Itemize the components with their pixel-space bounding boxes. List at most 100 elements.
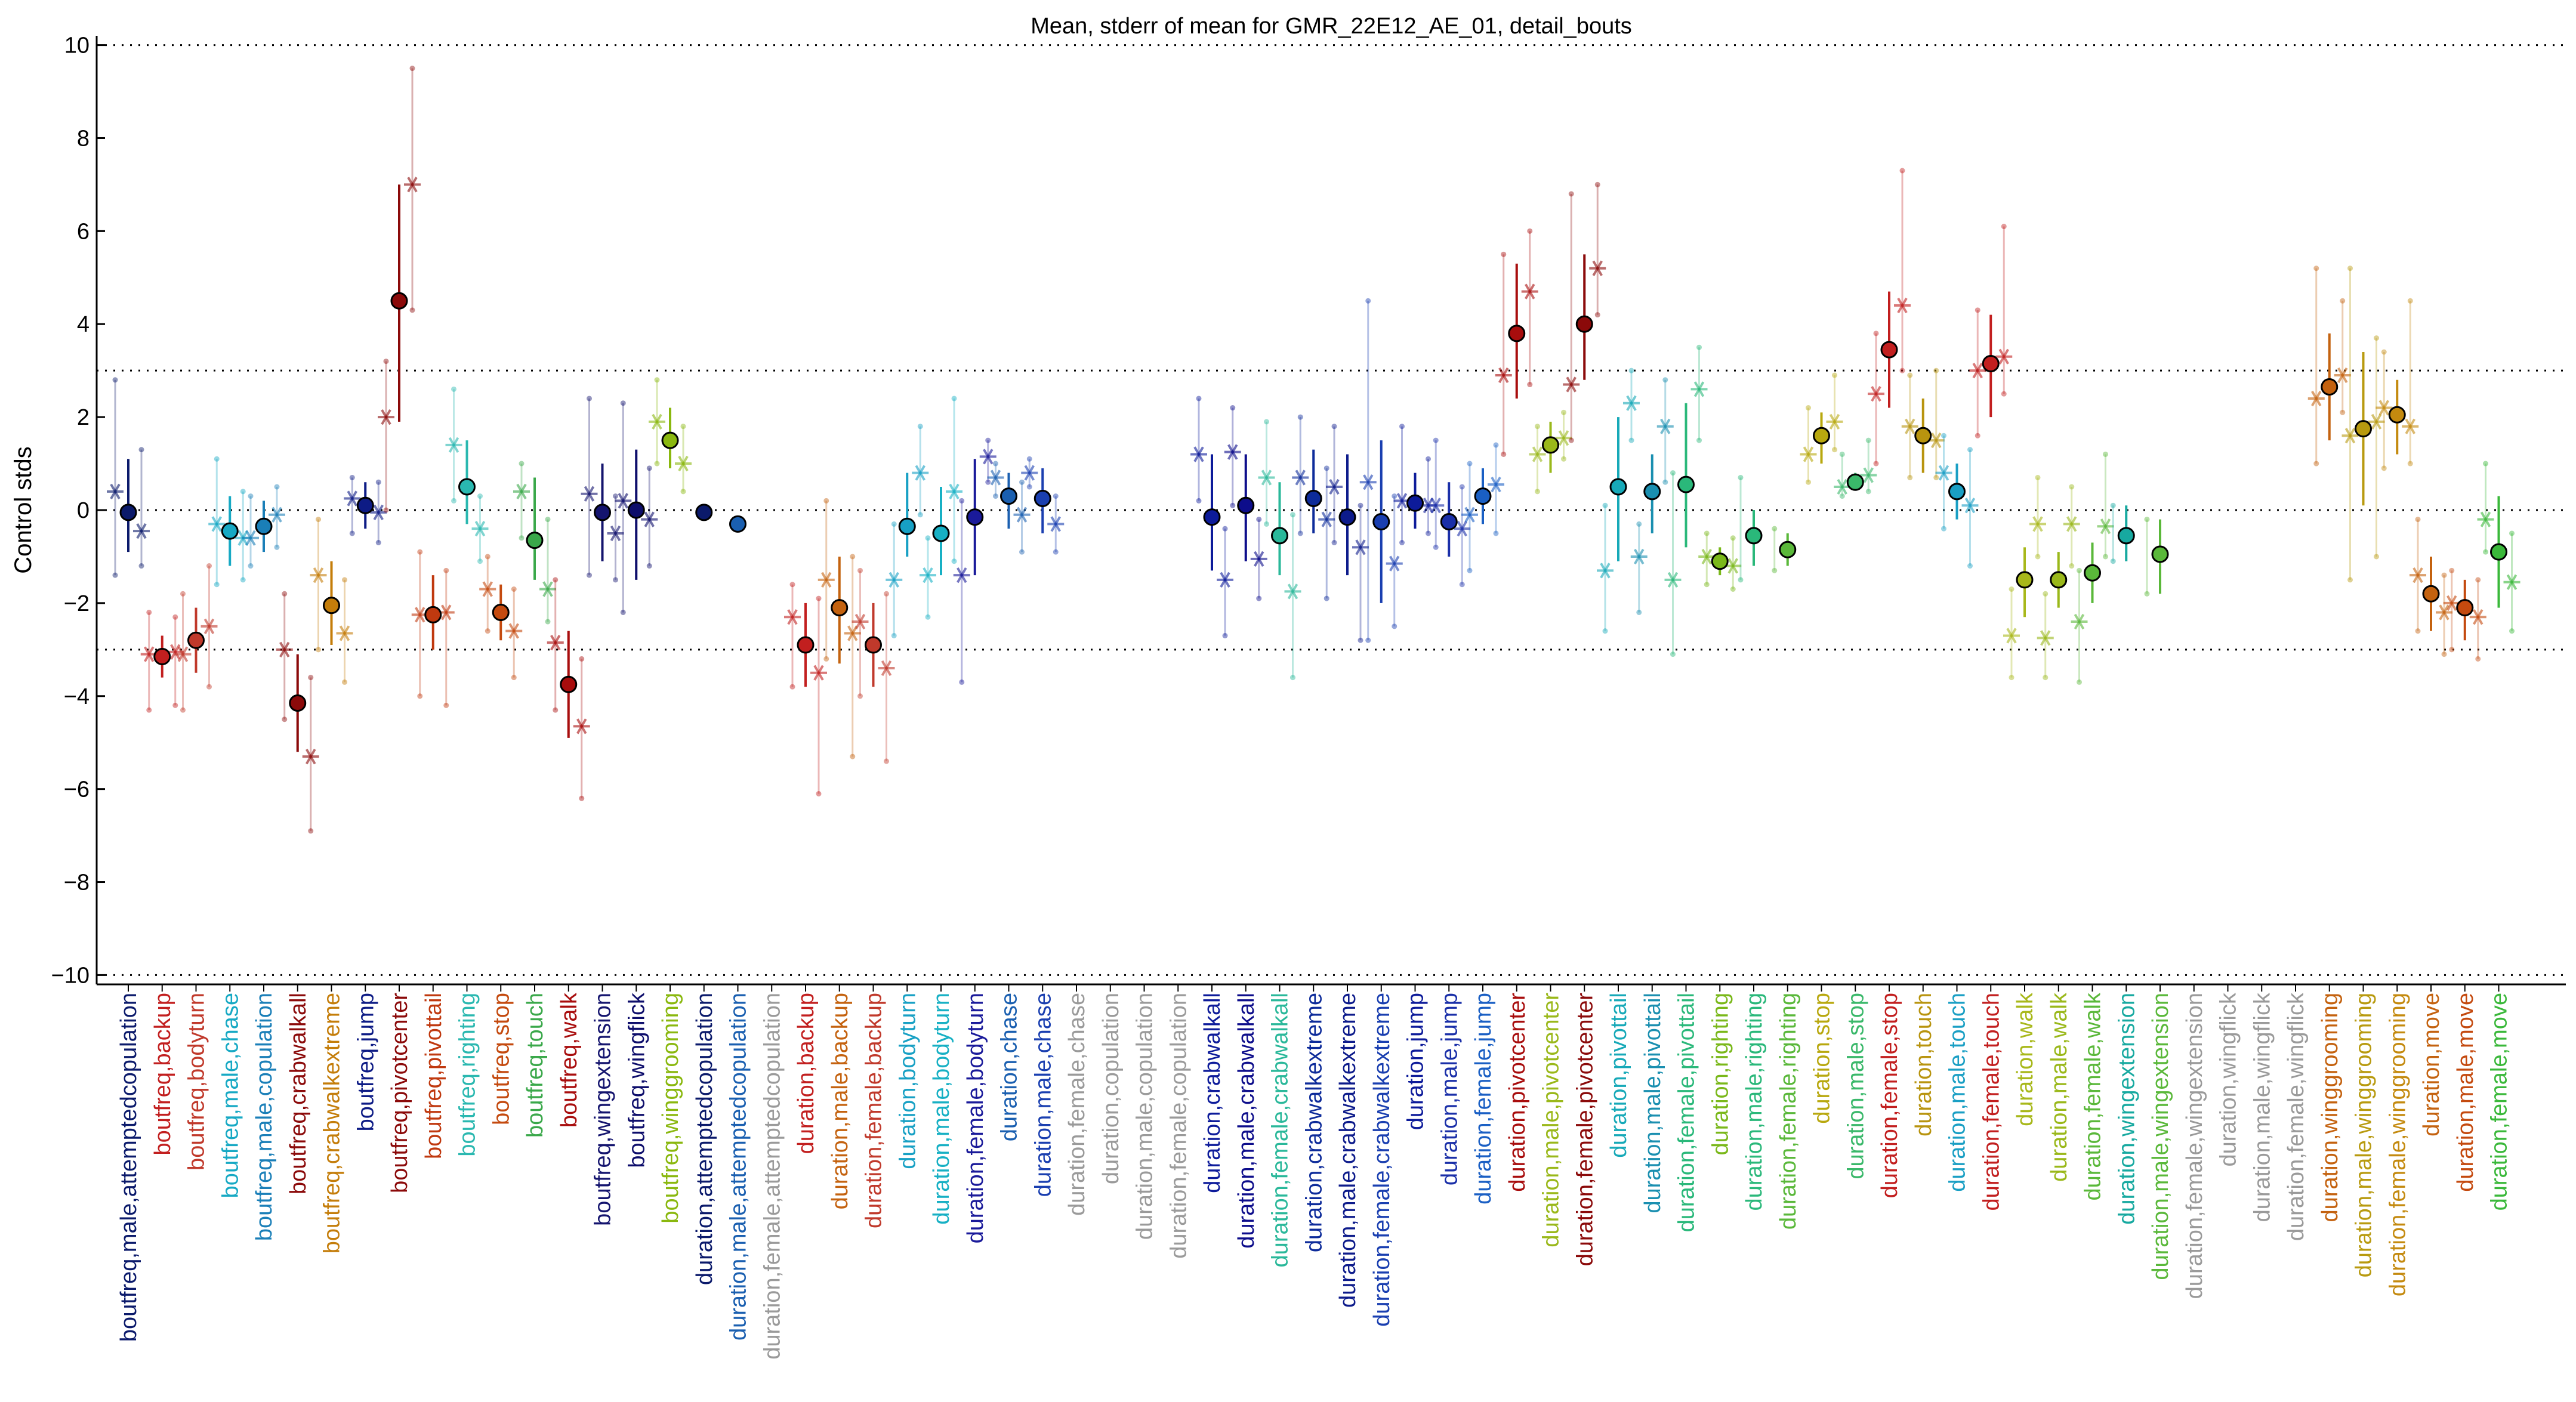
sub-range-right-end bbox=[1967, 447, 1973, 453]
y-tick-label: 2 bbox=[77, 405, 90, 430]
x-tick-label: boutfreq,winggrooming bbox=[658, 993, 683, 1224]
mean-point bbox=[390, 292, 408, 310]
sub-range-right-end bbox=[850, 554, 856, 560]
sub-mean-left-star bbox=[784, 609, 801, 625]
mean-point bbox=[2456, 599, 2474, 617]
sub-mean-left-star bbox=[1258, 470, 1275, 486]
sub-range-right-end bbox=[240, 489, 246, 495]
x-tick-label: duration,female,chase bbox=[1065, 993, 1090, 1216]
sub-range-left-end bbox=[1264, 419, 1269, 425]
sub-mean-left-star bbox=[817, 572, 835, 588]
sub-range-left-end bbox=[383, 359, 389, 365]
sub-mean-right-star bbox=[641, 511, 658, 527]
sub-mean-right-star bbox=[1386, 555, 1403, 572]
sub-range-right-end bbox=[206, 563, 212, 569]
sub-range-left-end bbox=[789, 684, 795, 690]
sub-mean-right-star bbox=[2063, 516, 2080, 532]
sub-range-left-end bbox=[959, 498, 965, 504]
sub-mean-right-star bbox=[979, 449, 997, 465]
x-tick-label: duration,male,crabwalkall bbox=[1234, 993, 1259, 1249]
mean-point bbox=[1440, 512, 1458, 530]
sub-mean-left-star bbox=[649, 413, 665, 430]
x-tick-label: duration,move bbox=[2419, 993, 2444, 1137]
sub-range-left-end bbox=[1975, 307, 1980, 313]
y-axis-label: Control stds bbox=[10, 446, 36, 573]
sub-range-left-end bbox=[620, 400, 626, 406]
sub-mean-right-star bbox=[1927, 432, 1945, 449]
sub-range-right-end bbox=[2475, 577, 2481, 583]
sub-range-right-end bbox=[951, 396, 957, 402]
sub-mean-right-star bbox=[1250, 551, 1267, 567]
sub-mean-right-star bbox=[2029, 516, 2046, 532]
sub-range-left-end bbox=[1230, 405, 1236, 411]
sub-range-left-end bbox=[485, 628, 490, 634]
sub-mean-right-star bbox=[675, 455, 692, 472]
sub-mean-right-star bbox=[1555, 430, 1572, 446]
sub-mean-right-star bbox=[200, 618, 218, 634]
sub-mean-left-star bbox=[2307, 390, 2325, 407]
mean-point bbox=[729, 515, 746, 533]
sub-range-left-end bbox=[1670, 651, 1676, 657]
sub-mean-left-star bbox=[1969, 363, 1986, 379]
sub-mean-left-star bbox=[1935, 465, 1952, 481]
y-tick-label: −4 bbox=[64, 684, 90, 709]
sub-range-left-end bbox=[248, 563, 254, 569]
x-tick-label: duration,backup bbox=[794, 993, 819, 1154]
x-tick-label: duration,female,attemptedcopulation bbox=[760, 993, 785, 1360]
sub-range-left-end bbox=[2043, 591, 2049, 597]
sub-range-left-end bbox=[2415, 628, 2421, 634]
x-tick-label: boutfreq,wingflick bbox=[624, 992, 649, 1168]
mean-point bbox=[2117, 527, 2135, 545]
sub-range-left-end bbox=[1433, 437, 1439, 443]
sub-range-right-end bbox=[206, 684, 212, 690]
sub-range-left-end bbox=[1196, 498, 1202, 504]
x-tick-label: duration,male,attemptedcopulation bbox=[726, 993, 751, 1341]
sub-range-left-end bbox=[1907, 372, 1913, 378]
x-tick-label: duration,male,touch bbox=[1945, 993, 1970, 1192]
y-tick-label: −10 bbox=[51, 963, 90, 988]
sub-range-right-end bbox=[1832, 372, 1837, 378]
sub-range-left-end bbox=[1670, 470, 1676, 476]
mean-point bbox=[1034, 490, 1051, 508]
sub-range-right-end bbox=[1053, 493, 1059, 499]
sub-mean-right-star bbox=[1488, 477, 1504, 493]
x-tick-label: duration,pivotcenter bbox=[1505, 993, 1530, 1192]
x-tick-label: duration,male,wingextension bbox=[2148, 993, 2173, 1280]
mean-point bbox=[932, 524, 950, 542]
sub-range-left-end bbox=[2313, 461, 2319, 467]
sub-range-left-end bbox=[587, 396, 592, 402]
sub-mean-left-star bbox=[2410, 567, 2426, 583]
sub-range-left-end bbox=[1399, 424, 1405, 430]
sub-mean-left-star bbox=[174, 646, 192, 662]
mean-point bbox=[1813, 427, 1830, 444]
mean-point bbox=[1880, 341, 1898, 359]
mean-point bbox=[1914, 427, 1932, 444]
mean-point bbox=[526, 532, 544, 549]
sub-range-right-end bbox=[2103, 451, 2108, 457]
sub-range-right-end bbox=[2407, 461, 2413, 467]
sub-range-right-end bbox=[2069, 484, 2075, 490]
sub-range-right-end bbox=[680, 489, 686, 495]
sub-range-right-end bbox=[1730, 586, 1736, 592]
x-tick-label: duration,jump bbox=[1403, 993, 1429, 1130]
mean-point bbox=[1948, 483, 1966, 501]
x-tick-label: duration,female,copulation bbox=[1166, 993, 1191, 1259]
sub-range-left-end bbox=[2077, 679, 2082, 685]
sub-range-left-end bbox=[2381, 349, 2387, 355]
x-tick-label: duration,male,move bbox=[2453, 993, 2478, 1192]
mean-point bbox=[661, 431, 679, 449]
sub-range-left-end bbox=[1399, 540, 1405, 546]
sub-range-left-end bbox=[959, 679, 965, 685]
sub-range-right-end bbox=[1594, 312, 1600, 318]
sub-range-left-end bbox=[349, 530, 355, 536]
sub-mean-left-star bbox=[2341, 428, 2359, 444]
sub-range-right-end bbox=[2035, 474, 2041, 480]
sub-range-left-end bbox=[1941, 526, 1946, 532]
sub-range-right-end bbox=[1324, 465, 1329, 471]
sub-range-left-end bbox=[1839, 451, 1845, 457]
sub-range-left-end bbox=[1026, 456, 1032, 462]
sub-range-right-end bbox=[2035, 554, 2041, 560]
x-tick-label: duration,male,pivotcenter bbox=[1539, 993, 1564, 1247]
sub-range-left-end bbox=[1873, 331, 1879, 336]
x-tick-label: duration,female,jump bbox=[1471, 993, 1496, 1205]
